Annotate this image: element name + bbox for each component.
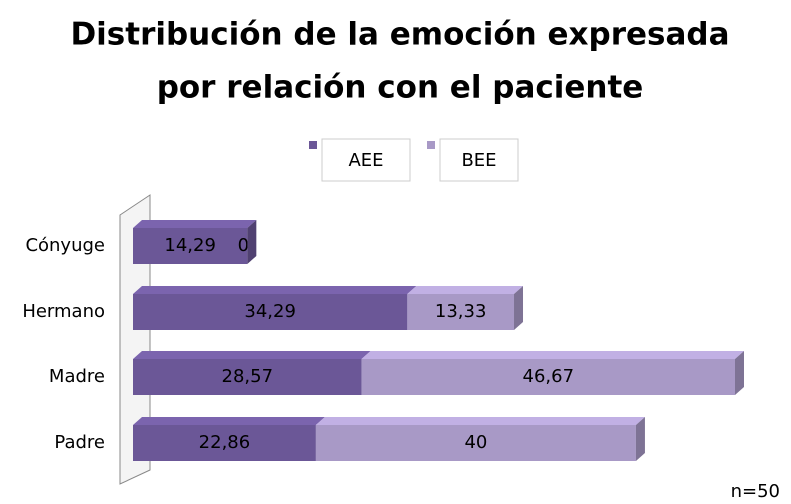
bar-top	[133, 220, 257, 228]
bar	[361, 359, 735, 395]
category-label: Cónyuge	[25, 235, 105, 256]
bar	[133, 425, 316, 461]
bar-side	[735, 351, 744, 395]
category-label: Padre	[54, 432, 105, 453]
bar	[407, 294, 515, 330]
value-label: 14,29	[164, 235, 216, 256]
value-label: 13,33	[435, 301, 487, 322]
bar-top	[133, 417, 325, 425]
bar-top	[315, 417, 645, 425]
bar-side	[635, 417, 645, 461]
legend-swatch	[309, 141, 317, 149]
legend-swatch	[427, 141, 435, 149]
value-label: 46,67	[523, 366, 575, 387]
annotation: n=50	[731, 481, 780, 502]
legend-box	[439, 138, 519, 182]
bar-side	[514, 286, 524, 330]
bar	[133, 228, 248, 264]
axis-wall	[119, 194, 151, 485]
value-label: 40	[464, 432, 487, 453]
bar-side	[247, 220, 257, 264]
bar	[315, 425, 636, 461]
value-label: 0	[238, 235, 249, 256]
legend-label: BEE	[461, 150, 496, 171]
value-label: 34,29	[244, 301, 296, 322]
bar	[133, 294, 408, 330]
value-label: 28,57	[222, 366, 274, 387]
value-label: 22,86	[199, 432, 251, 453]
chart-title: por relación con el paciente	[157, 70, 644, 106]
legend-box	[321, 138, 411, 182]
bar-top	[361, 351, 744, 359]
bar	[133, 359, 362, 395]
bar-top	[133, 286, 417, 294]
category-label: Hermano	[22, 301, 105, 322]
category-label: Madre	[49, 366, 105, 387]
bar-top	[407, 286, 524, 294]
legend-label: AEE	[348, 150, 383, 171]
bar-top	[133, 351, 371, 359]
chart-title: Distribución de la emoción expresada	[70, 17, 729, 53]
